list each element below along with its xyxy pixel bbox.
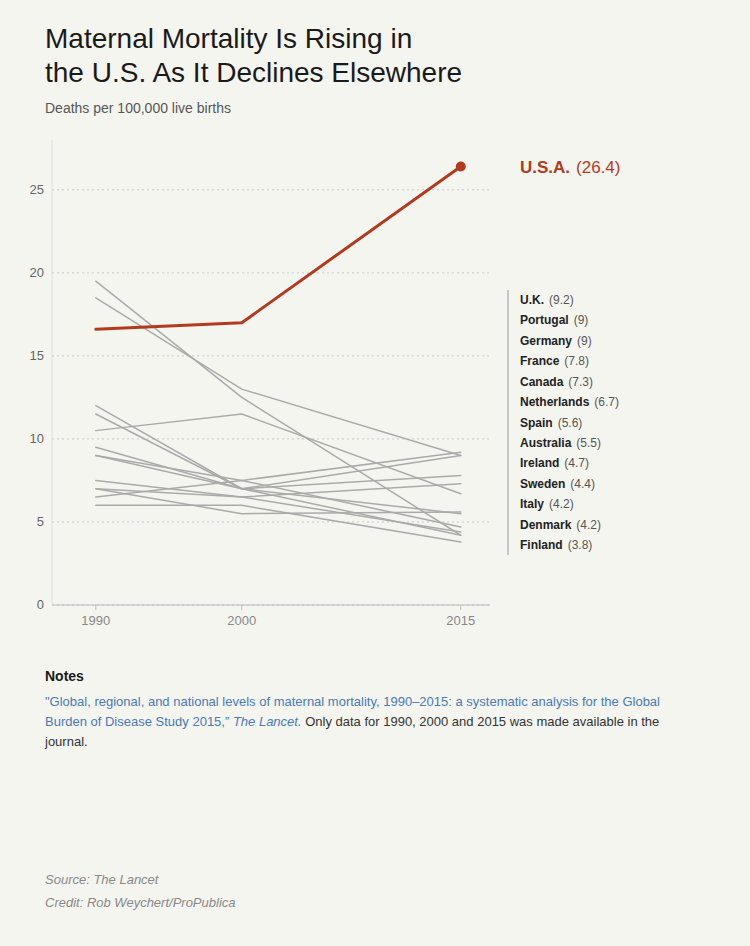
country-line xyxy=(96,489,461,532)
country-value: (5.5) xyxy=(576,436,601,450)
country-label: Italy (4.2) xyxy=(520,497,574,511)
highlight-name: U.S.A. xyxy=(520,158,570,177)
country-name: Netherlands xyxy=(520,395,590,409)
y-tick-label: 25 xyxy=(30,182,44,197)
highlight-label: U.S.A. (26.4) xyxy=(520,158,620,177)
country-label: Netherlands (6.7) xyxy=(520,395,619,409)
plot-lines xyxy=(96,162,466,542)
country-value: (4.2) xyxy=(549,497,574,511)
country-name: Canada xyxy=(520,375,564,389)
country-value: (7.8) xyxy=(564,354,589,368)
country-name: Denmark xyxy=(520,518,572,532)
x-tick xyxy=(95,605,96,610)
country-name: France xyxy=(520,354,560,368)
country-value: (9) xyxy=(577,334,592,348)
country-label: Canada (7.3) xyxy=(520,375,593,389)
country-line xyxy=(96,414,461,494)
country-value: (9) xyxy=(574,313,589,327)
country-label: Denmark (4.2) xyxy=(520,518,601,532)
country-name: Italy xyxy=(520,497,544,511)
chart: 0 5 10 15 20 25 1990 2000 2015 U.S.A. (26.4) U.K. (9… xyxy=(0,125,750,645)
country-line xyxy=(96,281,461,535)
y-grid-line xyxy=(52,272,490,273)
source: Source: The Lancet xyxy=(45,872,158,887)
y-grid-line xyxy=(52,189,490,190)
country-line xyxy=(96,447,461,513)
y-axis-line xyxy=(52,140,53,605)
country-label: Australia (5.5) xyxy=(520,436,601,450)
country-name: Spain xyxy=(520,416,553,430)
country-line xyxy=(96,298,461,456)
end-dot xyxy=(456,162,466,172)
country-line xyxy=(96,480,461,526)
credit: Credit: Rob Weychert/ProPublica xyxy=(45,895,236,910)
country-label: Germany (9) xyxy=(520,334,592,348)
y-grid-line xyxy=(52,355,490,356)
label-separator xyxy=(508,290,509,555)
notes: Notes "Global, regional, and national le… xyxy=(45,668,685,752)
country-line xyxy=(96,414,461,489)
y-tick-label: 0 xyxy=(37,597,44,612)
country-label: Finland (3.8) xyxy=(520,538,592,552)
country-line xyxy=(96,406,461,489)
country-label: Sweden (4.4) xyxy=(520,477,595,491)
country-value: (4.2) xyxy=(576,518,601,532)
country-value: (3.8) xyxy=(568,538,593,552)
country-line xyxy=(96,452,461,480)
y-tick-label: 15 xyxy=(30,348,44,363)
country-name: Sweden xyxy=(520,477,565,491)
country-name: Germany xyxy=(520,334,572,348)
country-label: Spain (5.6) xyxy=(520,416,582,430)
x-tick-label: 2000 xyxy=(227,613,256,628)
highlight-value: (26.4) xyxy=(576,158,620,177)
country-name: U.K. xyxy=(520,293,544,307)
country-value: (4.7) xyxy=(564,456,589,470)
country-label: France (7.8) xyxy=(520,354,589,368)
country-name: Australia xyxy=(520,436,572,450)
x-tick-label: 2015 xyxy=(446,613,475,628)
country-value: (7.3) xyxy=(568,375,593,389)
country-line xyxy=(96,505,461,542)
country-value: (6.7) xyxy=(594,395,619,409)
subtitle: Deaths per 100,000 live births xyxy=(45,100,231,116)
country-label: Portugal (9) xyxy=(520,313,588,327)
y-tick-label: 5 xyxy=(37,514,44,529)
x-axis-line xyxy=(52,605,490,606)
y-grid-line xyxy=(52,605,490,606)
title: Maternal Mortality Is Rising in the U.S.… xyxy=(45,22,705,89)
country-value: (4.4) xyxy=(570,477,595,491)
country-name: Portugal xyxy=(520,313,569,327)
x-tick xyxy=(241,605,242,610)
y-tick-label: 10 xyxy=(30,431,44,446)
y-grid-line xyxy=(52,438,490,439)
y-tick-label: 20 xyxy=(30,265,44,280)
country-name: Ireland xyxy=(520,456,559,470)
highlight-line xyxy=(96,167,461,330)
country-name: Finland xyxy=(520,538,563,552)
notes-journal: The Lancet. xyxy=(233,714,302,729)
country-label: Ireland (4.7) xyxy=(520,456,589,470)
notes-body: "Global, regional, and national levels o… xyxy=(45,692,685,752)
country-value: (5.6) xyxy=(558,416,583,430)
country-line xyxy=(96,456,461,536)
country-label: U.K. (9.2) xyxy=(520,293,574,307)
country-value: (9.2) xyxy=(549,293,574,307)
x-tick xyxy=(460,605,461,610)
y-grid-line xyxy=(52,521,490,522)
notes-title: Notes xyxy=(45,668,685,684)
x-tick-label: 1990 xyxy=(81,613,110,628)
